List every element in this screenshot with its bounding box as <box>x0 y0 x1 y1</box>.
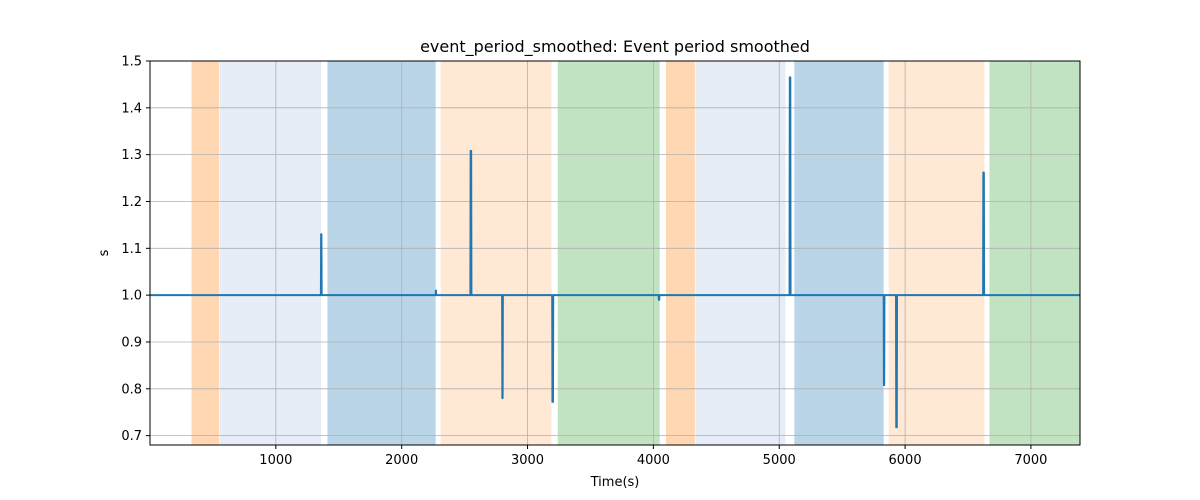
x-axis-label: Time(s) <box>590 475 640 490</box>
y-tick-label: 0.7 <box>121 429 142 444</box>
band-9 <box>989 61 1080 445</box>
band-7 <box>794 61 884 445</box>
y-tick-label: 1.0 <box>121 289 142 304</box>
x-tick-label: 4000 <box>637 453 670 468</box>
x-tick-label: 2000 <box>385 453 418 468</box>
band-8 <box>888 61 985 445</box>
band-2 <box>327 61 436 445</box>
y-tick-label: 0.9 <box>121 335 142 350</box>
plot-series <box>150 76 1080 429</box>
y-tick-label: 1.1 <box>121 242 142 257</box>
x-tick-label: 5000 <box>763 453 796 468</box>
band-4 <box>557 61 660 445</box>
plot-frame <box>149 60 1081 446</box>
band-5 <box>665 61 695 445</box>
band-6 <box>695 61 786 445</box>
x-tick-label: 6000 <box>889 453 922 468</box>
y-tick-label: 1.4 <box>121 101 142 116</box>
band-1 <box>219 61 322 445</box>
series-line-0 <box>150 76 1080 429</box>
y-tick-label: 1.2 <box>121 195 142 210</box>
x-tick-label: 3000 <box>511 453 544 468</box>
y-tick-label: 1.3 <box>121 148 142 163</box>
y-tick-label: 0.8 <box>121 382 142 397</box>
background-bands <box>191 61 1080 445</box>
chart-title: event_period_smoothed: Event period smoo… <box>420 37 810 57</box>
y-axis-label: s <box>97 249 112 256</box>
x-tick-label: 7000 <box>1014 453 1047 468</box>
x-tick-label: 1000 <box>259 453 292 468</box>
axis-ticks: 1000 2000 3000 4000 5000 6000 7000 0.7 0.8 0.9 1.0… <box>121 55 1047 469</box>
y-tick-label: 1.5 <box>121 55 142 70</box>
band-0 <box>191 61 220 445</box>
band-3 <box>440 61 552 445</box>
